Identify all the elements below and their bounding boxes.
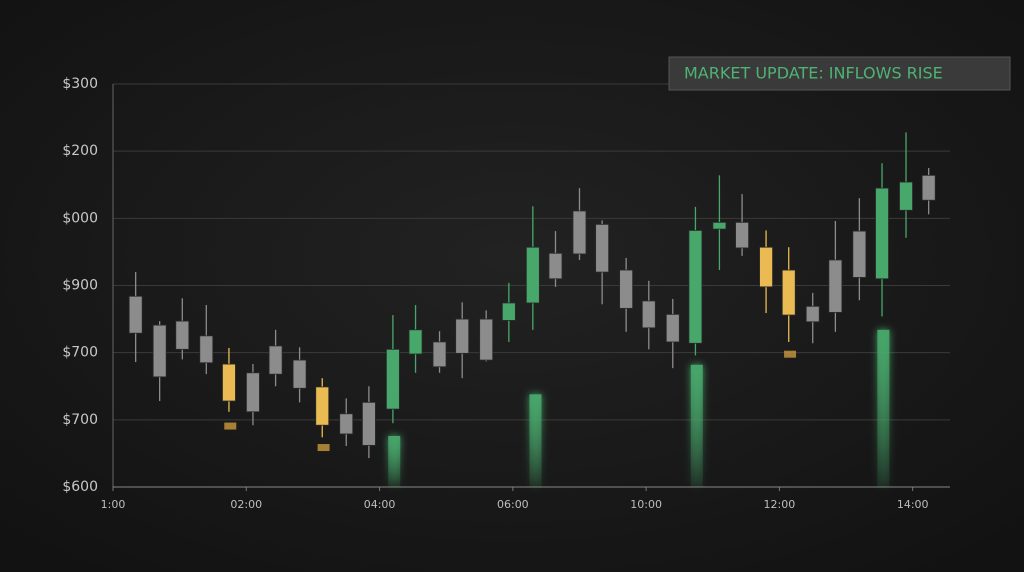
x-tick-label: 02:00 (230, 498, 262, 511)
y-tick-label: $900 (62, 278, 98, 294)
candle-body (735, 221, 749, 249)
x-tick-label: 1:00 (101, 498, 126, 511)
candle-body (385, 348, 400, 410)
candle-body (572, 210, 587, 255)
candle-body (548, 252, 563, 280)
x-tick-label: 06:00 (497, 498, 529, 511)
y-tick-label: $600 (62, 479, 98, 495)
plot: $600 $700 $700 $900 $000 $200 $300 1:00 02:00 04:… (62, 76, 950, 511)
marker (317, 444, 330, 452)
candle-body (501, 302, 516, 321)
candle-body (828, 259, 843, 313)
candle-body (479, 318, 494, 361)
candle-body (921, 174, 936, 201)
candle-body (455, 318, 470, 354)
candle-body (781, 269, 796, 316)
candle-body (852, 230, 867, 278)
candle-body (805, 305, 820, 323)
x-tick-label: 12:00 (764, 498, 796, 511)
candle-body (268, 345, 283, 375)
candle-body (899, 181, 913, 211)
candle-body (128, 295, 143, 334)
candle-body (199, 335, 214, 364)
candle-body (712, 221, 727, 230)
marker (224, 422, 237, 430)
candle-body (315, 386, 330, 426)
highlight-bar (388, 435, 401, 487)
banner: MARKET UPDATE: INFLOWS RISE (684, 64, 943, 83)
candle-body (525, 246, 540, 304)
x-tick-label: 10:00 (630, 498, 662, 511)
candle-body (339, 413, 354, 435)
y-tick-label: $700 (62, 412, 98, 428)
candle-body (222, 363, 236, 402)
highlight-bar (690, 364, 703, 487)
marker (784, 350, 797, 358)
x-tick-label: 04:00 (364, 498, 396, 511)
candle-body (246, 372, 260, 413)
candle-body (175, 320, 190, 350)
highlight-bar (529, 394, 542, 487)
candle-body (152, 324, 167, 378)
banner-box (668, 56, 1011, 91)
candle-body (361, 401, 376, 446)
candle-body (292, 359, 307, 389)
candle-body (408, 329, 423, 355)
y-tick-label: $200 (62, 143, 98, 159)
candle-body (759, 246, 773, 288)
x-tick-label: 14:00 (897, 498, 929, 511)
candle-body (619, 269, 634, 309)
candle-body (875, 187, 889, 280)
y-tick-label: $300 (62, 76, 98, 92)
candle-body (641, 300, 656, 329)
candle-body (688, 230, 703, 344)
y-tick-label: $000 (62, 210, 98, 226)
candle-body (665, 313, 680, 343)
candle-body (595, 223, 610, 273)
y-tick-label: $700 (62, 345, 98, 361)
candle-body (432, 341, 447, 368)
highlight-bar (877, 329, 890, 487)
